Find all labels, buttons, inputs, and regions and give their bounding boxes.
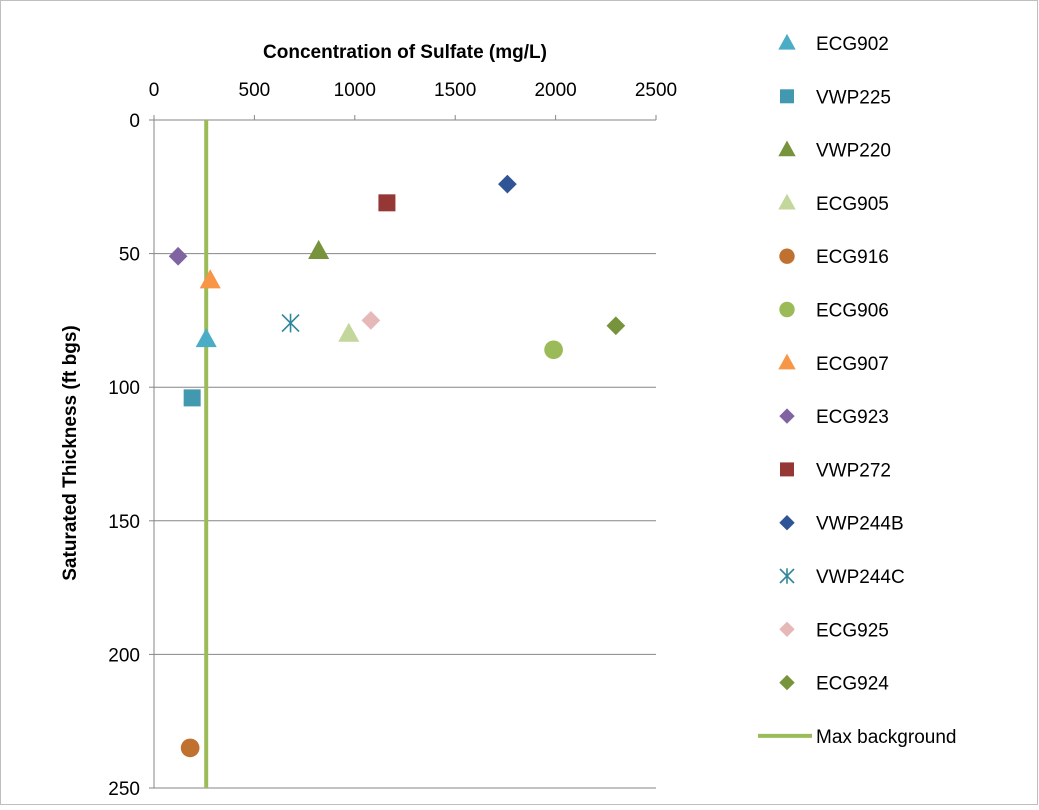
legend-item-ecg924: ECG924 <box>779 674 889 695</box>
legend-item-vwp272: VWP272 <box>780 460 891 481</box>
legend-marker-vwp220 <box>778 140 796 157</box>
legend-item-ecg906: ECG906 <box>779 301 889 322</box>
legend-marker-ecg925 <box>779 621 795 637</box>
point-ecg906 <box>544 340 563 360</box>
legend-item-ecg902: ECG902 <box>778 33 889 55</box>
y-tick-label: 250 <box>108 779 140 800</box>
point-vwp244c <box>281 313 300 333</box>
point-vwp225 <box>183 389 201 407</box>
y-tick-label: 100 <box>108 378 140 399</box>
point-vwp272 <box>378 194 396 212</box>
legend-item-vwp225: VWP225 <box>780 87 891 108</box>
legend-marker-vwp272 <box>780 462 794 477</box>
legend-item-vwp220: VWP220 <box>778 140 891 162</box>
legend-item-ecg916: ECG916 <box>779 247 889 268</box>
legend-item-ecg905: ECG905 <box>778 193 889 215</box>
legend-label: VWP272 <box>816 460 891 481</box>
y-axis-title: Saturated Thickness (ft bgs) <box>60 325 81 581</box>
y-tick-label: 200 <box>108 645 140 666</box>
x-tick-label: 2500 <box>635 80 677 101</box>
point-ecg923 <box>168 246 188 266</box>
legend-label: ECG907 <box>816 354 889 375</box>
legend-label: VWP244B <box>816 514 904 535</box>
x-axis-title: Concentration of Sulfate (mg/L) <box>263 42 547 63</box>
legend-marker-ecg916 <box>779 248 795 264</box>
legend-label: ECG923 <box>816 407 889 428</box>
point-ecg905 <box>338 322 360 342</box>
legend-item-ecg925: ECG925 <box>779 620 889 641</box>
legend-marker-vwp244c <box>779 568 795 584</box>
legend-label: Max background <box>816 727 956 748</box>
legend-marker-ecg924 <box>779 674 795 691</box>
x-tick-label: 1500 <box>434 80 476 101</box>
point-ecg924 <box>606 316 626 336</box>
legend-label: ECG916 <box>816 247 889 268</box>
legend-label: VWP220 <box>816 141 891 162</box>
legend-item-vwp244c: VWP244C <box>779 567 905 588</box>
y-tick-label: 50 <box>119 245 140 266</box>
point-ecg925 <box>361 311 381 330</box>
legend-marker-ecg902 <box>778 33 796 50</box>
y-tick-label: 150 <box>108 512 140 533</box>
legend-marker-vwp225 <box>780 89 794 104</box>
legend: ECG902 VWP225 VWP220 ECG905 ECG916 ECG906 ECG9… <box>758 33 956 748</box>
point-vwp244b <box>498 174 517 194</box>
legend-item-max-background: Max background <box>758 727 956 748</box>
legend-marker-vwp244b <box>779 515 795 531</box>
legend-item-ecg907: ECG907 <box>778 353 889 375</box>
point-vwp220 <box>308 239 330 259</box>
legend-label: ECG902 <box>816 34 889 55</box>
x-tick-label: 0 <box>149 80 160 101</box>
legend-label: VWP244C <box>816 567 905 588</box>
legend-marker-ecg907 <box>778 353 796 370</box>
point-ecg916 <box>180 738 200 758</box>
legend-label: ECG905 <box>816 194 889 215</box>
data-points <box>168 174 626 758</box>
legend-item-vwp244b: VWP244B <box>779 514 904 535</box>
legend-label: ECG924 <box>816 674 889 695</box>
legend-label: ECG906 <box>816 301 889 322</box>
legend-label: ECG925 <box>816 620 889 641</box>
legend-marker-ecg923 <box>779 408 795 424</box>
gridlines <box>154 253 656 789</box>
legend-item-ecg923: ECG923 <box>779 407 889 428</box>
point-ecg902 <box>195 328 217 348</box>
x-tick-label: 500 <box>239 80 271 101</box>
legend-marker-ecg906 <box>779 301 795 318</box>
y-tick-label: 0 <box>129 111 140 132</box>
axes: 0 500 1000 1500 2000 2500 0 50 100 150 200 250 <box>108 80 677 800</box>
x-tick-label: 1000 <box>334 80 376 101</box>
legend-marker-ecg905 <box>778 193 796 210</box>
legend-label: VWP225 <box>816 87 891 108</box>
x-tick-label: 2000 <box>534 80 576 101</box>
point-ecg907 <box>199 269 221 289</box>
